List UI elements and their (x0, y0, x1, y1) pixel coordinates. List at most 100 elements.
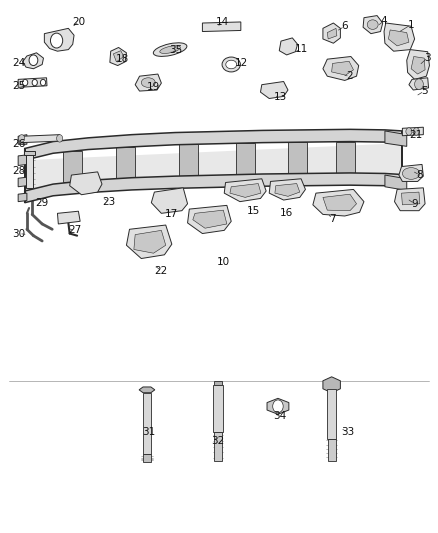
Polygon shape (328, 439, 336, 461)
Polygon shape (18, 193, 27, 201)
Polygon shape (327, 28, 337, 39)
Circle shape (50, 33, 63, 48)
Polygon shape (409, 78, 428, 90)
Text: 1: 1 (408, 20, 414, 30)
Polygon shape (385, 175, 407, 190)
Text: 2: 2 (346, 71, 353, 81)
Polygon shape (116, 147, 135, 178)
Polygon shape (213, 384, 223, 432)
Text: 8: 8 (417, 170, 423, 180)
Polygon shape (18, 135, 27, 144)
Polygon shape (267, 398, 289, 414)
Ellipse shape (403, 167, 420, 179)
Polygon shape (24, 151, 35, 155)
Polygon shape (25, 173, 403, 203)
Text: 17: 17 (164, 209, 177, 220)
Polygon shape (327, 389, 336, 439)
Polygon shape (230, 183, 261, 197)
Text: 31: 31 (142, 427, 156, 438)
Text: 3: 3 (424, 53, 431, 62)
Text: 9: 9 (411, 199, 418, 209)
Polygon shape (57, 211, 80, 224)
Ellipse shape (160, 46, 180, 53)
Ellipse shape (222, 57, 240, 72)
Text: 27: 27 (68, 225, 81, 236)
Polygon shape (214, 381, 223, 384)
Polygon shape (187, 205, 231, 233)
Circle shape (406, 128, 412, 135)
Polygon shape (363, 15, 383, 34)
Polygon shape (288, 142, 307, 174)
Polygon shape (70, 172, 102, 195)
Polygon shape (323, 377, 340, 393)
Ellipse shape (367, 20, 378, 29)
Polygon shape (18, 78, 47, 87)
Circle shape (22, 79, 28, 86)
Polygon shape (21, 135, 61, 143)
Polygon shape (323, 194, 357, 211)
Text: 26: 26 (12, 139, 26, 149)
Polygon shape (143, 393, 151, 454)
Polygon shape (134, 230, 166, 253)
Polygon shape (25, 143, 403, 191)
Polygon shape (22, 53, 43, 69)
Text: 33: 33 (342, 427, 355, 438)
Polygon shape (143, 454, 151, 462)
Polygon shape (275, 183, 300, 196)
Polygon shape (151, 188, 187, 213)
Circle shape (29, 55, 38, 66)
Ellipse shape (226, 60, 237, 69)
Text: 24: 24 (12, 59, 26, 68)
Polygon shape (202, 22, 241, 31)
Polygon shape (323, 23, 340, 43)
Polygon shape (179, 144, 198, 176)
Text: 23: 23 (102, 197, 116, 207)
Circle shape (40, 79, 46, 86)
Polygon shape (224, 179, 266, 201)
Text: 25: 25 (12, 81, 26, 91)
Text: 5: 5 (421, 86, 427, 96)
Polygon shape (395, 188, 425, 211)
Polygon shape (313, 189, 364, 216)
Polygon shape (261, 82, 288, 99)
Text: 29: 29 (35, 198, 49, 208)
Text: 16: 16 (280, 208, 293, 219)
Text: 30: 30 (12, 229, 25, 239)
Text: 7: 7 (329, 214, 336, 224)
Polygon shape (18, 177, 27, 187)
Polygon shape (411, 56, 425, 74)
Circle shape (413, 128, 420, 135)
Polygon shape (399, 165, 424, 181)
Text: 10: 10 (217, 257, 230, 267)
Polygon shape (44, 28, 74, 51)
Polygon shape (384, 23, 415, 51)
Polygon shape (279, 38, 297, 55)
Text: 21: 21 (410, 130, 423, 140)
Text: 6: 6 (342, 21, 348, 31)
Polygon shape (63, 151, 82, 182)
Text: 20: 20 (73, 17, 86, 27)
Text: 18: 18 (116, 54, 129, 64)
Polygon shape (193, 210, 227, 228)
Polygon shape (389, 30, 409, 46)
Polygon shape (269, 179, 305, 200)
Polygon shape (336, 142, 355, 173)
Circle shape (18, 135, 25, 142)
Polygon shape (215, 432, 222, 461)
Text: 12: 12 (235, 59, 248, 68)
Polygon shape (127, 225, 172, 259)
Polygon shape (323, 56, 359, 80)
Polygon shape (236, 143, 255, 174)
Text: 15: 15 (247, 206, 261, 216)
Polygon shape (139, 387, 155, 393)
Polygon shape (385, 131, 407, 147)
Polygon shape (402, 192, 420, 205)
Text: 14: 14 (216, 17, 229, 27)
Ellipse shape (141, 78, 155, 87)
Text: 28: 28 (12, 166, 26, 176)
Polygon shape (113, 51, 124, 62)
Polygon shape (135, 74, 161, 91)
Text: 19: 19 (147, 82, 160, 92)
Text: 35: 35 (170, 45, 183, 54)
Text: 13: 13 (273, 92, 287, 102)
